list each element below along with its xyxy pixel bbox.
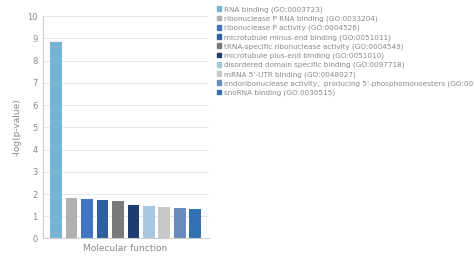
Bar <box>158 207 170 238</box>
Legend: RNA binding (GO:0003723), ribonuclease P RNA binding (GO:0033204), ribonuclease : RNA binding (GO:0003723), ribonuclease P… <box>217 6 474 96</box>
Y-axis label: -log(p-value): -log(p-value) <box>13 98 22 156</box>
Bar <box>143 206 155 238</box>
Bar <box>97 200 108 238</box>
Bar <box>50 42 62 238</box>
Bar <box>112 201 124 238</box>
Bar <box>81 199 93 238</box>
X-axis label: Molecular function: Molecular function <box>83 244 168 253</box>
Bar <box>174 208 185 238</box>
Bar <box>128 205 139 238</box>
Bar <box>66 198 77 238</box>
Bar <box>190 209 201 238</box>
